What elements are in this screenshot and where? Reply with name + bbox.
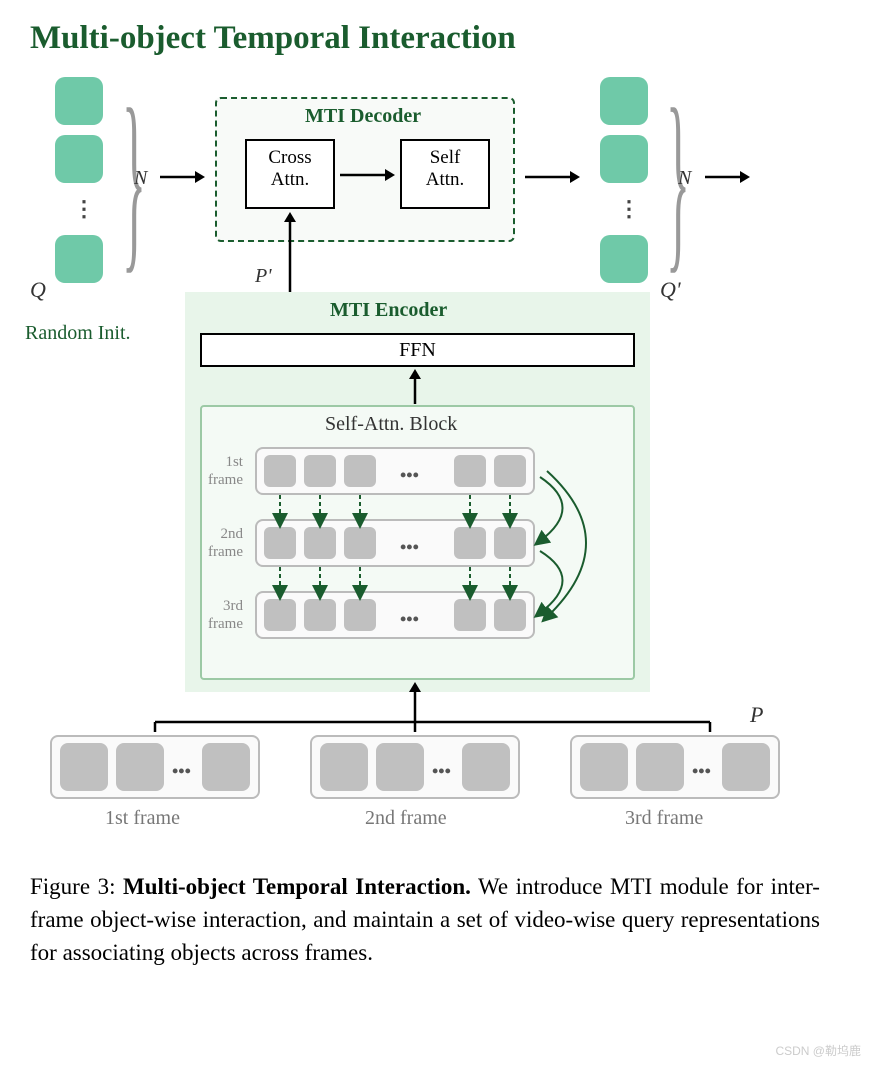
mti-encoder-title: MTI Encoder bbox=[330, 299, 447, 322]
arrow-pprime-up bbox=[280, 212, 300, 292]
arrow-to-ffn bbox=[405, 369, 425, 404]
label-Q-left: Q bbox=[30, 277, 46, 303]
page-title: Multi-object Temporal Interaction bbox=[30, 20, 841, 57]
left-query-box bbox=[55, 235, 103, 283]
big-token bbox=[722, 743, 770, 791]
big-token bbox=[202, 743, 250, 791]
big-token bbox=[60, 743, 108, 791]
label-P: P bbox=[750, 702, 763, 728]
left-query-box bbox=[55, 135, 103, 183]
caption-prefix: Figure 3: bbox=[30, 874, 123, 899]
arrow-right-out bbox=[705, 167, 750, 187]
interframe-arrows bbox=[255, 447, 635, 657]
diagram-container: ⋮ } N Q Random Init. MTI Decoder CrossAt… bbox=[30, 77, 840, 837]
label-Q-right: Q' bbox=[660, 277, 681, 303]
bottom-label-3: 3rd frame bbox=[625, 807, 703, 830]
cross-attn-box: CrossAttn. bbox=[245, 139, 335, 209]
frame-label-1: 1stframe bbox=[208, 453, 243, 489]
hdots: ••• bbox=[432, 761, 451, 782]
big-token bbox=[116, 743, 164, 791]
arrow-to-decoder bbox=[160, 167, 205, 187]
arrow-from-decoder bbox=[525, 167, 580, 187]
big-token bbox=[320, 743, 368, 791]
label-P-prime: P' bbox=[255, 265, 272, 288]
mti-decoder-title: MTI Decoder bbox=[305, 105, 421, 128]
right-query-box bbox=[600, 77, 648, 125]
big-token bbox=[580, 743, 628, 791]
right-query-box bbox=[600, 135, 648, 183]
label-N-left: N bbox=[134, 167, 147, 190]
hdots: ••• bbox=[172, 761, 191, 782]
frame-label-2: 2ndframe bbox=[208, 525, 243, 561]
random-init-label: Random Init. bbox=[25, 322, 131, 345]
left-query-box bbox=[55, 77, 103, 125]
big-token bbox=[636, 743, 684, 791]
hdots: ••• bbox=[692, 761, 711, 782]
self-attn-box: SelfAttn. bbox=[400, 139, 490, 209]
left-vdots: ⋮ bbox=[73, 205, 96, 213]
right-query-box bbox=[600, 235, 648, 283]
figure-caption: Figure 3: Multi-object Temporal Interact… bbox=[30, 870, 820, 969]
bottom-label-2: 2nd frame bbox=[365, 807, 447, 830]
arrow-cross-to-self bbox=[340, 165, 395, 185]
ffn-box: FFN bbox=[200, 333, 635, 367]
big-token bbox=[376, 743, 424, 791]
selfattn-title: Self-Attn. Block bbox=[325, 413, 457, 436]
label-N-right: N bbox=[678, 167, 691, 190]
big-token bbox=[462, 743, 510, 791]
right-vdots: ⋮ bbox=[618, 205, 641, 213]
caption-bold: Multi-object Temporal Interaction. bbox=[123, 874, 471, 899]
watermark: CSDN @勒坞鹿 bbox=[775, 1042, 861, 1059]
frame-label-3: 3rdframe bbox=[208, 597, 243, 633]
bottom-label-1: 1st frame bbox=[105, 807, 180, 830]
arrow-frames-up bbox=[70, 682, 770, 732]
